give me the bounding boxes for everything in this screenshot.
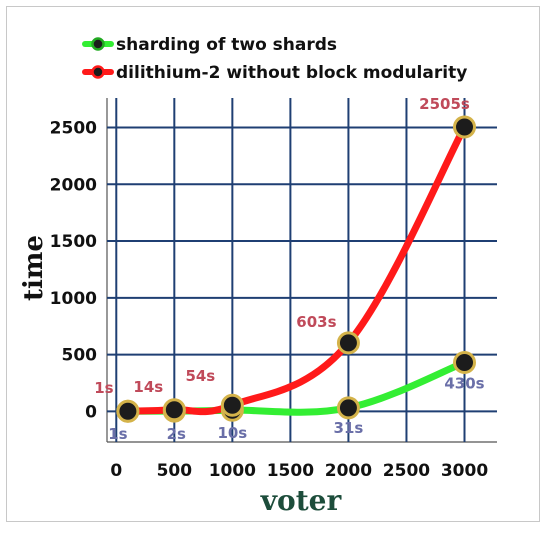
y-tick-label: 1500 xyxy=(50,232,97,252)
x-tick-label: 2500 xyxy=(383,461,430,481)
data-point-dilithium xyxy=(336,331,360,355)
y-tick-label: 500 xyxy=(62,346,98,366)
y-axis-label: time xyxy=(19,235,49,301)
data-label-dilithium: 54s xyxy=(185,367,215,385)
legend-label-dilithium: dilithium-2 without block modularity xyxy=(116,63,467,83)
data-label-sharding: 2s xyxy=(167,425,186,443)
data-label-sharding: 31s xyxy=(334,419,364,437)
data-point-sharding xyxy=(453,351,476,375)
x-tick-label: 2000 xyxy=(325,461,372,481)
legend: sharding of two shards dilithium-2 witho… xyxy=(82,35,467,83)
data-label-sharding: 430s xyxy=(444,375,484,393)
x-axis-label: voter xyxy=(260,484,343,517)
markers xyxy=(116,115,476,423)
series-line-dilithium xyxy=(124,123,468,416)
data-label-dilithium: 14s xyxy=(133,378,163,396)
y-tick-label: 2000 xyxy=(50,175,97,195)
x-tick-label: 1500 xyxy=(267,461,314,481)
x-tick-label: 0 xyxy=(110,461,122,481)
y-tick-label: 2500 xyxy=(50,119,97,139)
data-label-sharding: 1s xyxy=(108,425,127,443)
chart-frame xyxy=(6,6,540,522)
data-label-dilithium: 603s xyxy=(296,313,336,331)
x-tick-label: 3000 xyxy=(441,461,488,481)
data-labels: 1s 2s 10s 31s 430s 1s 14s 54s 603s 2505s xyxy=(94,95,484,443)
data-label-sharding: 10s xyxy=(217,424,247,442)
data-point-dilithium xyxy=(220,393,244,417)
x-tick-label: 500 xyxy=(157,461,193,481)
legend-label-sharding: sharding of two shards xyxy=(116,35,337,55)
legend-marker-dilithium xyxy=(91,65,105,79)
tick-labels: 0 500 1000 1500 2000 2500 3000 0 500 1000 1500 2000… xyxy=(50,119,489,481)
data-point-dilithium xyxy=(162,398,186,422)
legend-marker-sharding xyxy=(91,37,105,51)
y-tick-label: 0 xyxy=(85,402,97,422)
data-label-dilithium: 2505s xyxy=(419,95,470,113)
data-point-dilithium xyxy=(453,115,476,139)
x-tick-label: 1000 xyxy=(209,461,256,481)
data-label-dilithium: 1s xyxy=(94,379,113,397)
data-point-dilithium xyxy=(116,399,140,423)
y-tick-label: 1000 xyxy=(50,289,97,309)
data-point-sharding xyxy=(336,396,360,420)
series xyxy=(124,123,468,416)
grid xyxy=(106,98,497,443)
